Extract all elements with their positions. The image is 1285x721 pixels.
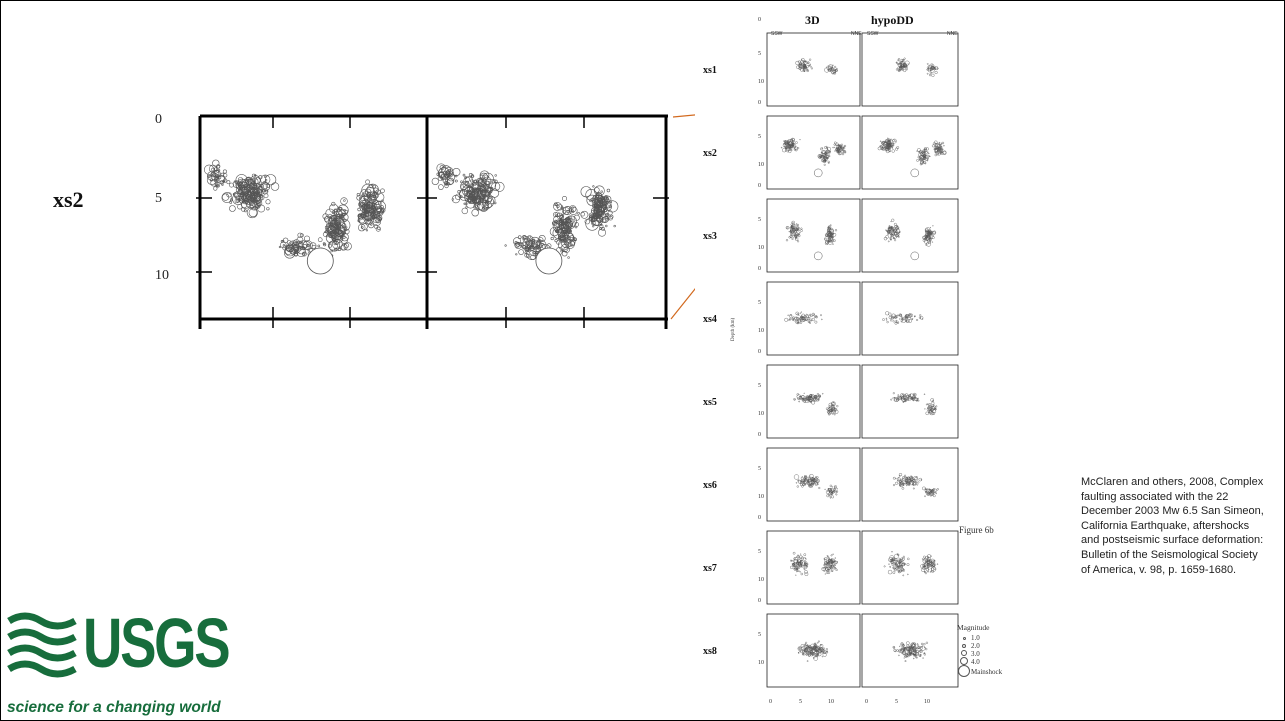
zoom-depth-tick: 10 [155, 268, 169, 283]
depth-tick: 0 [758, 100, 761, 106]
row-label-xs7: xs7 [703, 563, 717, 574]
zoom-row-label: xs2 [53, 187, 84, 212]
legend-title: Magnitude [957, 623, 990, 632]
x-tick: 10 [828, 699, 834, 705]
cross-section-xs2-3d [766, 115, 861, 190]
depth-tick: 5 [758, 383, 761, 389]
usgs-tagline: science for a changing world [7, 699, 221, 716]
zoom-panel-scatter [204, 159, 386, 275]
depth-tick: 0 [758, 598, 761, 604]
direction-label: SSW [771, 31, 783, 37]
cross-section-xs6-hypodd [861, 447, 959, 522]
row-label-xs2: xs2 [703, 148, 717, 159]
depth-tick: 5 [758, 51, 761, 57]
zoomed-xs2-panel: xs2 0 5 10 [10, 102, 672, 330]
depth-tick: 0 [758, 183, 761, 189]
cross-section-xs2-hypodd [861, 115, 959, 190]
figure-6b: 3D hypoDD SSW NNE SSW NNE xs1 0 5 10 xs2 0 5 10… [695, 11, 1040, 713]
row-label-xs4: xs4 [703, 314, 717, 325]
cross-section-grid [766, 32, 959, 688]
depth-tick: 5 [758, 466, 761, 472]
cross-section-xs3-hypodd [861, 198, 959, 273]
depth-tick: 0 [758, 515, 761, 521]
x-tick: 5 [895, 699, 898, 705]
row-label-xs5: xs5 [703, 397, 717, 408]
depth-tick: 10 [758, 79, 764, 85]
column-title-hypodd: hypoDD [871, 13, 914, 27]
depth-tick: 5 [758, 549, 761, 555]
cross-section-xs7-3d [766, 530, 861, 605]
x-tick: 5 [799, 699, 802, 705]
legend-item: 3.0 [957, 650, 1002, 658]
cross-section-xs5-3d [766, 364, 861, 439]
x-tick: 10 [924, 699, 930, 705]
cross-section-xs8-3d [766, 613, 861, 688]
direction-label: SSW [867, 31, 879, 37]
legend-item: 1.0 [957, 634, 1002, 642]
depth-tick: 10 [758, 411, 764, 417]
mainshock-marker [535, 247, 563, 275]
cross-section-xs4-hypodd [861, 281, 959, 356]
depth-tick: 0 [758, 349, 761, 355]
cross-section-xs1-3d [766, 32, 861, 107]
usgs-wordmark: USGS [83, 604, 231, 682]
mainshock-marker [306, 247, 334, 275]
usgs-wave-icon [7, 612, 77, 678]
depth-tick: 10 [758, 162, 764, 168]
direction-label: NNE [947, 31, 958, 37]
depth-tick: 10 [758, 328, 764, 334]
cross-section-xs8-hypodd [861, 613, 959, 688]
depth-tick: 5 [758, 134, 761, 140]
depth-tick: 5 [758, 300, 761, 306]
cross-section-xs6-3d [766, 447, 861, 522]
zoom-depth-tick: 0 [155, 112, 162, 127]
zoomed-xs2-scatter [10, 102, 672, 330]
depth-tick: 10 [758, 660, 764, 666]
figure-caption: Figure 6b [959, 525, 994, 535]
cross-section-xs1-hypodd [861, 32, 959, 107]
depth-tick: 5 [758, 632, 761, 638]
depth-tick: 0 [758, 432, 761, 438]
depth-tick: 10 [758, 577, 764, 583]
row-label-xs6: xs6 [703, 480, 717, 491]
zoom-depth-tick: 5 [155, 191, 162, 206]
cross-section-xs7-hypodd [861, 530, 959, 605]
depth-tick: 0 [758, 266, 761, 272]
cross-section-xs4-3d [766, 281, 861, 356]
direction-label: NNE [851, 31, 862, 37]
row-label-xs3: xs3 [703, 231, 717, 242]
row-label-xs1: xs1 [703, 65, 717, 76]
depth-tick: 10 [758, 245, 764, 251]
depth-axis-label: Depth (km) [731, 317, 736, 341]
depth-tick: 0 [758, 17, 761, 23]
column-title-3d: 3D [805, 13, 820, 27]
legend-item: 4.0 [957, 657, 1002, 666]
zoom-panel-scatter [431, 163, 619, 275]
x-tick: 0 [865, 699, 868, 705]
row-label-xs8: xs8 [703, 646, 717, 657]
depth-tick: 10 [758, 494, 764, 500]
x-tick: 0 [769, 699, 772, 705]
depth-tick: 5 [758, 217, 761, 223]
legend-item: 2.0 [957, 642, 1002, 650]
citation-text: McClaren and others, 2008, Complex fault… [1081, 476, 1264, 576]
usgs-logo: USGS science for a changing world [7, 604, 247, 717]
legend-item: Mainshock [957, 665, 1002, 678]
cross-section-xs3-3d [766, 198, 861, 273]
magnitude-legend: Magnitude 1.0 2.0 3.0 4.0 Mainshock [957, 623, 1002, 678]
cross-section-xs5-hypodd [861, 364, 959, 439]
